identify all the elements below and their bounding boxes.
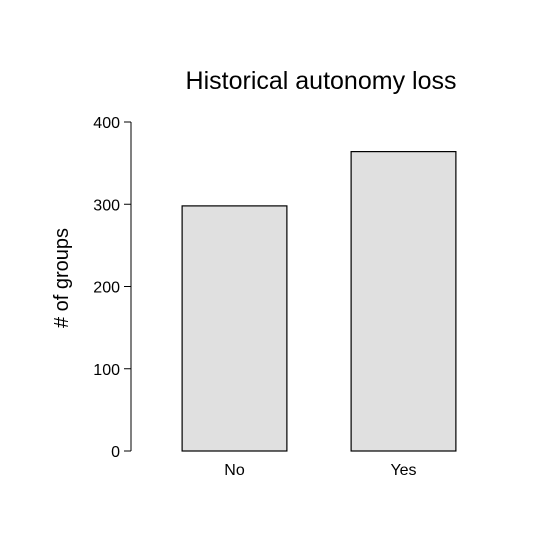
y-tick-label: 400 <box>93 115 120 132</box>
y-tick-label: 200 <box>93 280 120 297</box>
chart-title: Historical autonomy loss <box>186 67 457 95</box>
bar-no <box>182 206 287 451</box>
x-tick-label: No <box>224 462 245 479</box>
x-tick-label: Yes <box>390 462 416 479</box>
y-tick-label: 300 <box>93 197 120 214</box>
y-tick-label: 100 <box>93 362 120 379</box>
y-tick-label: 0 <box>111 444 120 461</box>
y-axis-label: # of groups <box>51 228 73 328</box>
bar-yes <box>351 152 456 451</box>
